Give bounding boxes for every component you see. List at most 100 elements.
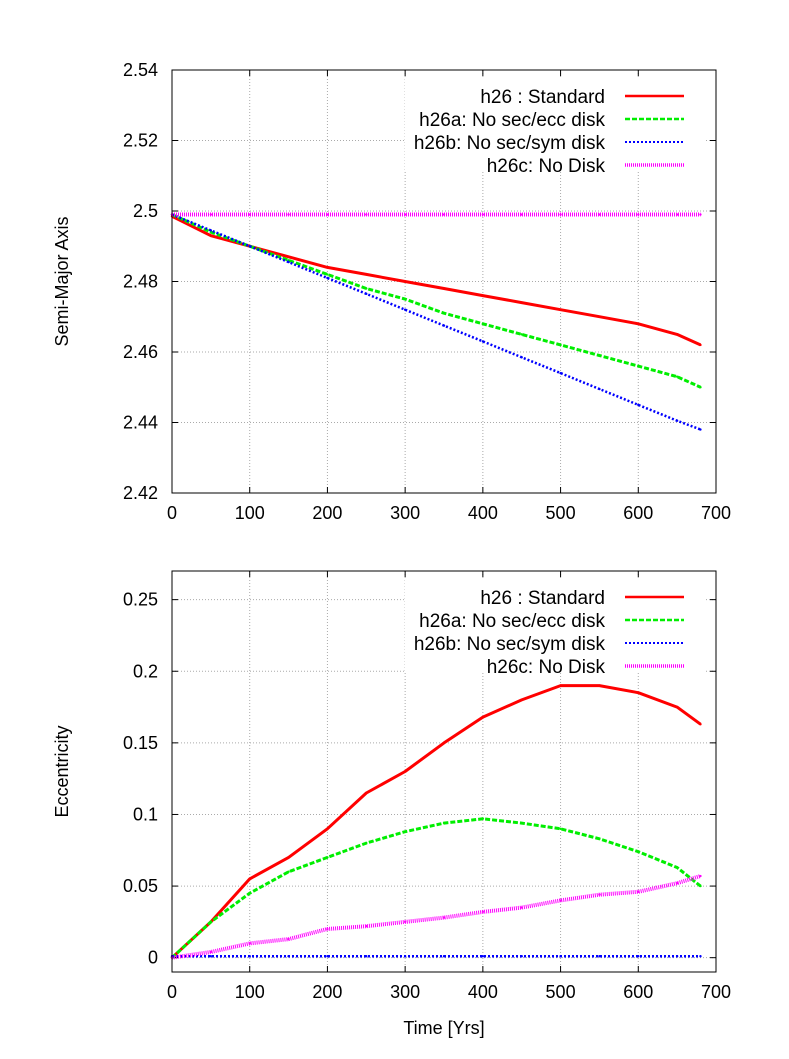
data-point-h26 <box>559 308 562 311</box>
data-point-h26b <box>287 260 290 264</box>
x-tick-label: 100 <box>235 503 265 523</box>
data-point-h26b <box>403 955 407 958</box>
data-point-h26 <box>442 287 446 290</box>
data-point-h26c <box>675 882 679 885</box>
data-point-h26c <box>481 213 485 216</box>
data-point-h26 <box>209 234 213 237</box>
x-tick-label: 400 <box>468 503 498 523</box>
legend-label: h26 : Standard <box>480 87 605 108</box>
data-point-h26c <box>442 213 446 216</box>
data-point-h26b <box>442 324 446 327</box>
y-tick-label: 2.48 <box>123 272 158 292</box>
data-point-h26b <box>209 955 213 958</box>
legend-background <box>405 579 705 673</box>
data-point-h26a <box>442 312 446 315</box>
x-tick-label: 0 <box>167 503 177 523</box>
data-point-h26c <box>559 899 562 902</box>
data-point-h26b <box>559 371 562 375</box>
plot-1: 0 100 200 300 400 500 600 700 2.42 2.44 2.46 2.48 2.… <box>52 60 731 523</box>
x-tick-label: 200 <box>312 503 342 523</box>
data-point-h26b <box>209 229 213 232</box>
data-point-h26b <box>248 955 251 958</box>
data-point-h26c <box>326 927 329 931</box>
data-point-h26 <box>699 343 702 347</box>
data-point-h26a <box>559 343 562 347</box>
series-line-h26 <box>171 214 702 347</box>
y-tick-label: 0.1 <box>133 804 158 824</box>
data-point-h26b <box>403 308 407 311</box>
x-tick-label: 600 <box>623 982 653 1002</box>
data-point-h26c <box>637 890 640 893</box>
data-point-h26a <box>481 322 485 325</box>
series-line-h26a <box>170 817 702 959</box>
data-point-h26 <box>675 705 679 709</box>
y-tick-label: 2.5 <box>133 201 158 221</box>
data-point-h26 <box>365 273 368 276</box>
data-point-h26b <box>248 245 251 248</box>
x-tick-label: 300 <box>390 982 420 1002</box>
data-point-h26 <box>248 877 251 881</box>
data-point-h26c <box>520 906 523 909</box>
x-tick-label: 400 <box>468 982 498 1002</box>
data-point-h26a <box>598 837 601 841</box>
data-point-h26b <box>481 340 485 343</box>
y-tick-label: 2.54 <box>123 60 158 80</box>
data-point-h26b <box>520 955 523 958</box>
data-point-h26a <box>287 870 290 873</box>
x-tick-label: 500 <box>546 503 576 523</box>
data-point-h26a <box>248 892 251 895</box>
data-point-h26 <box>637 322 640 325</box>
data-point-h26 <box>637 691 640 694</box>
data-point-h26b <box>365 955 368 958</box>
x-tick-label: 600 <box>623 503 653 523</box>
data-point-h26a <box>326 856 329 859</box>
data-point-h26b <box>559 955 562 958</box>
data-point-h26a <box>403 830 407 833</box>
y-axis-label: Eccentricity <box>52 725 72 817</box>
data-point-h26 <box>365 791 368 795</box>
data-point-h26b <box>699 955 702 958</box>
data-point-h26b <box>520 356 523 359</box>
data-point-h26c <box>248 213 251 216</box>
plot-frame <box>171 570 717 973</box>
y-tick-label: 0.25 <box>123 590 158 610</box>
legend-label: h26b: No sec/sym disk <box>414 133 606 154</box>
legend-label: h26c: No Disk <box>487 156 606 177</box>
data-point-h26c <box>287 937 290 941</box>
data-point-h26b <box>365 292 368 296</box>
data-point-h26c <box>326 213 329 216</box>
data-point-h26 <box>481 715 485 719</box>
data-point-h26b <box>598 387 601 391</box>
data-point-h26a <box>637 364 640 368</box>
data-point-h26 <box>287 255 290 259</box>
data-point-h26a <box>675 375 679 378</box>
data-point-h26a <box>699 386 702 389</box>
data-point-h26c <box>699 874 702 878</box>
y-tick-label: 2.44 <box>123 413 158 433</box>
data-point-h26c <box>209 950 213 954</box>
data-point-h26b <box>481 955 485 958</box>
data-point-h26 <box>559 684 562 687</box>
data-point-h26c <box>699 213 702 216</box>
y-tick-label: 0.05 <box>123 876 158 896</box>
data-point-h26c <box>598 893 601 896</box>
data-point-h26a <box>481 817 485 820</box>
data-point-h26a <box>520 821 523 825</box>
data-point-h26a <box>326 273 329 276</box>
y-tick-label: 0 <box>148 948 158 968</box>
data-point-h26c <box>365 924 368 928</box>
data-point-h26c <box>209 213 213 216</box>
data-point-h26b <box>699 428 702 431</box>
x-tick-label: 500 <box>546 982 576 1002</box>
x-axis-label: Time [Yrs] <box>403 1018 484 1038</box>
data-point-h26b <box>637 955 640 958</box>
x-tick-label: 0 <box>167 982 177 1002</box>
y-tick-label: 0.15 <box>123 733 158 753</box>
legend-label: h26b: No sec/sym disk <box>414 634 606 655</box>
x-tick-label: 700 <box>701 503 731 523</box>
x-tick-label: 200 <box>312 982 342 1002</box>
series-line-h26c <box>171 874 702 960</box>
data-point-h26 <box>326 827 329 830</box>
legend-label: h26a: No sec/ecc disk <box>419 110 605 131</box>
